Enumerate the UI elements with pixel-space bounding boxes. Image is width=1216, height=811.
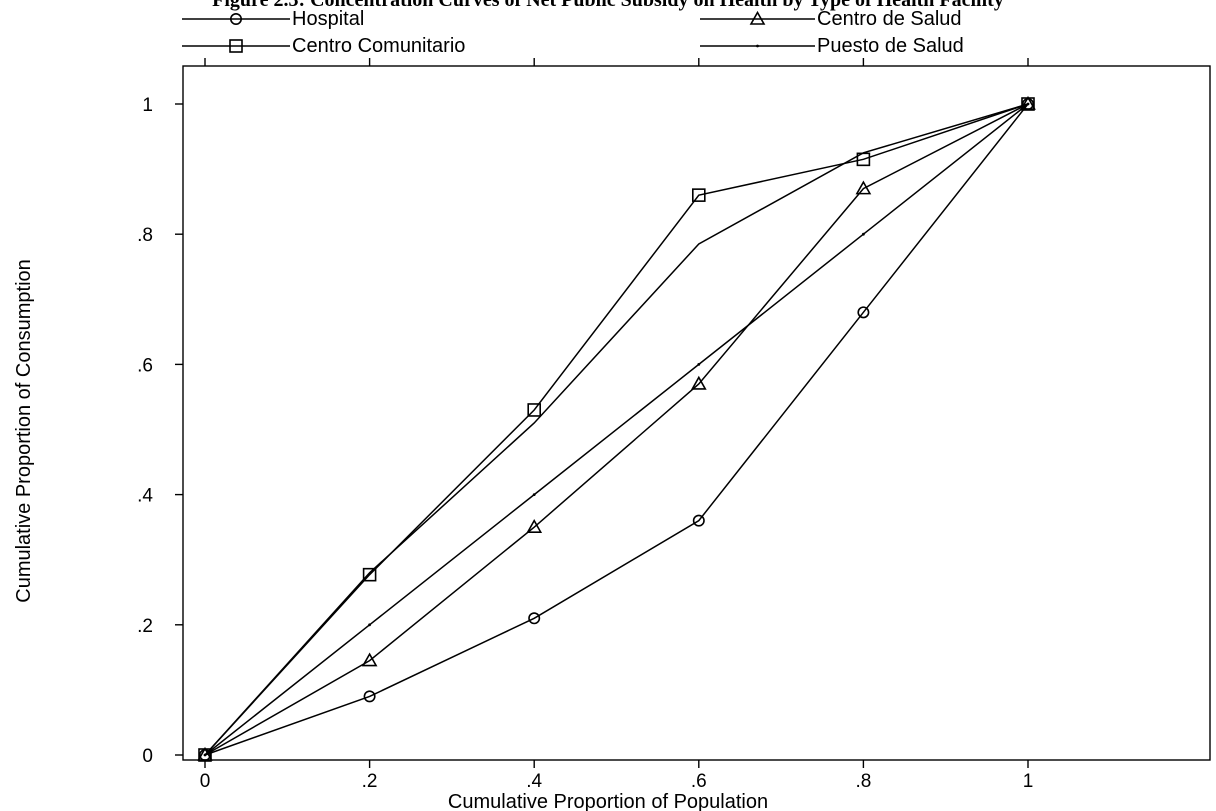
series-line-unlabeled-4 — [204, 103, 1029, 756]
y-axis-label: Cumulative Proportion of Consumption — [13, 259, 35, 603]
data-point-hospital — [363, 690, 376, 703]
x-tick-label: 1 — [1023, 771, 1034, 792]
series-line-centro-de-salud — [204, 103, 1029, 756]
data-point-puesto-de-salud — [532, 493, 536, 496]
series-line-hospital — [204, 103, 1029, 756]
legend-item-centro-comunitario: Centro Comunitario — [182, 35, 465, 57]
data-point-centro-de-salud — [361, 652, 378, 667]
chart-title: Figure 2.3: Concentration Curves of Net … — [212, 0, 1004, 11]
data-point-centro-comunitario — [198, 748, 212, 762]
data-point-centro-comunitario — [527, 403, 542, 417]
legend-marker-centro-de-salud — [749, 10, 766, 25]
x-tick-label: 0 — [200, 771, 211, 792]
legend-label-centro-de-salud: Centro de Salud — [817, 8, 962, 30]
series-line-puesto-de-salud — [204, 103, 1029, 756]
y-tick-label: 0 — [142, 746, 153, 767]
data-point-hospital — [692, 514, 705, 527]
x-axis-label: Cumulative Proportion of Population — [448, 791, 768, 811]
legend: Hospital Centro de Salud Centro Comunitari… — [182, 8, 964, 57]
data-point-centro-de-salud — [197, 746, 213, 761]
series-unlabeled-4 — [204, 103, 1029, 756]
x-tick-label: .4 — [526, 771, 542, 792]
legend-marker-puesto-de-salud — [756, 44, 759, 48]
data-point-centro-comunitario — [1021, 97, 1035, 111]
data-point-centro-de-salud — [690, 375, 707, 390]
x-tick-label: .6 — [691, 771, 707, 792]
y-tick-label: .4 — [137, 486, 153, 507]
series-line-centro-comunitario — [204, 103, 1029, 756]
y-tick-label: 1 — [142, 95, 153, 116]
legend-item-puesto-de-salud: Puesto de Salud — [700, 35, 964, 57]
y-tick-label: .8 — [137, 225, 153, 246]
series-puesto-de-salud — [203, 102, 1030, 757]
data-point-centro-de-salud — [1020, 95, 1036, 110]
series-centro-de-salud — [197, 95, 1036, 761]
legend-label-centro-comunitario: Centro Comunitario — [292, 35, 465, 57]
legend-item-centro-de-salud: Centro de Salud — [700, 8, 962, 30]
data-point-centro-de-salud — [855, 180, 872, 195]
data-point-hospital — [528, 612, 541, 625]
axes: 0 .2 .4 .6 .8 1 0 .2 .4 .6 .8 1 — [137, 58, 1033, 792]
y-tick-label: .6 — [137, 355, 153, 376]
x-tick-label: .2 — [362, 771, 378, 792]
legend-label-puesto-de-salud: Puesto de Salud — [817, 35, 964, 57]
data-point-puesto-de-salud — [368, 623, 371, 627]
plot-frame — [182, 65, 1211, 761]
data-point-centro-comunitario — [691, 188, 706, 202]
y-tick-label: .2 — [137, 616, 153, 637]
series-centro-comunitario — [198, 97, 1035, 762]
legend-label-hospital: Hospital — [292, 8, 364, 30]
data-point-puesto-de-salud — [697, 363, 701, 366]
data-point-centro-de-salud — [526, 519, 543, 533]
data-point-hospital — [857, 306, 870, 319]
legend-marker-centro-comunitario — [229, 39, 243, 53]
legend-item-hospital: Hospital — [182, 8, 364, 30]
data-point-centro-comunitario — [362, 567, 377, 582]
x-tick-label: .8 — [855, 771, 871, 792]
legend-marker-hospital — [230, 13, 243, 25]
series-layer — [197, 95, 1036, 762]
data-point-puesto-de-salud — [862, 232, 865, 236]
plot-border — [182, 65, 1211, 761]
